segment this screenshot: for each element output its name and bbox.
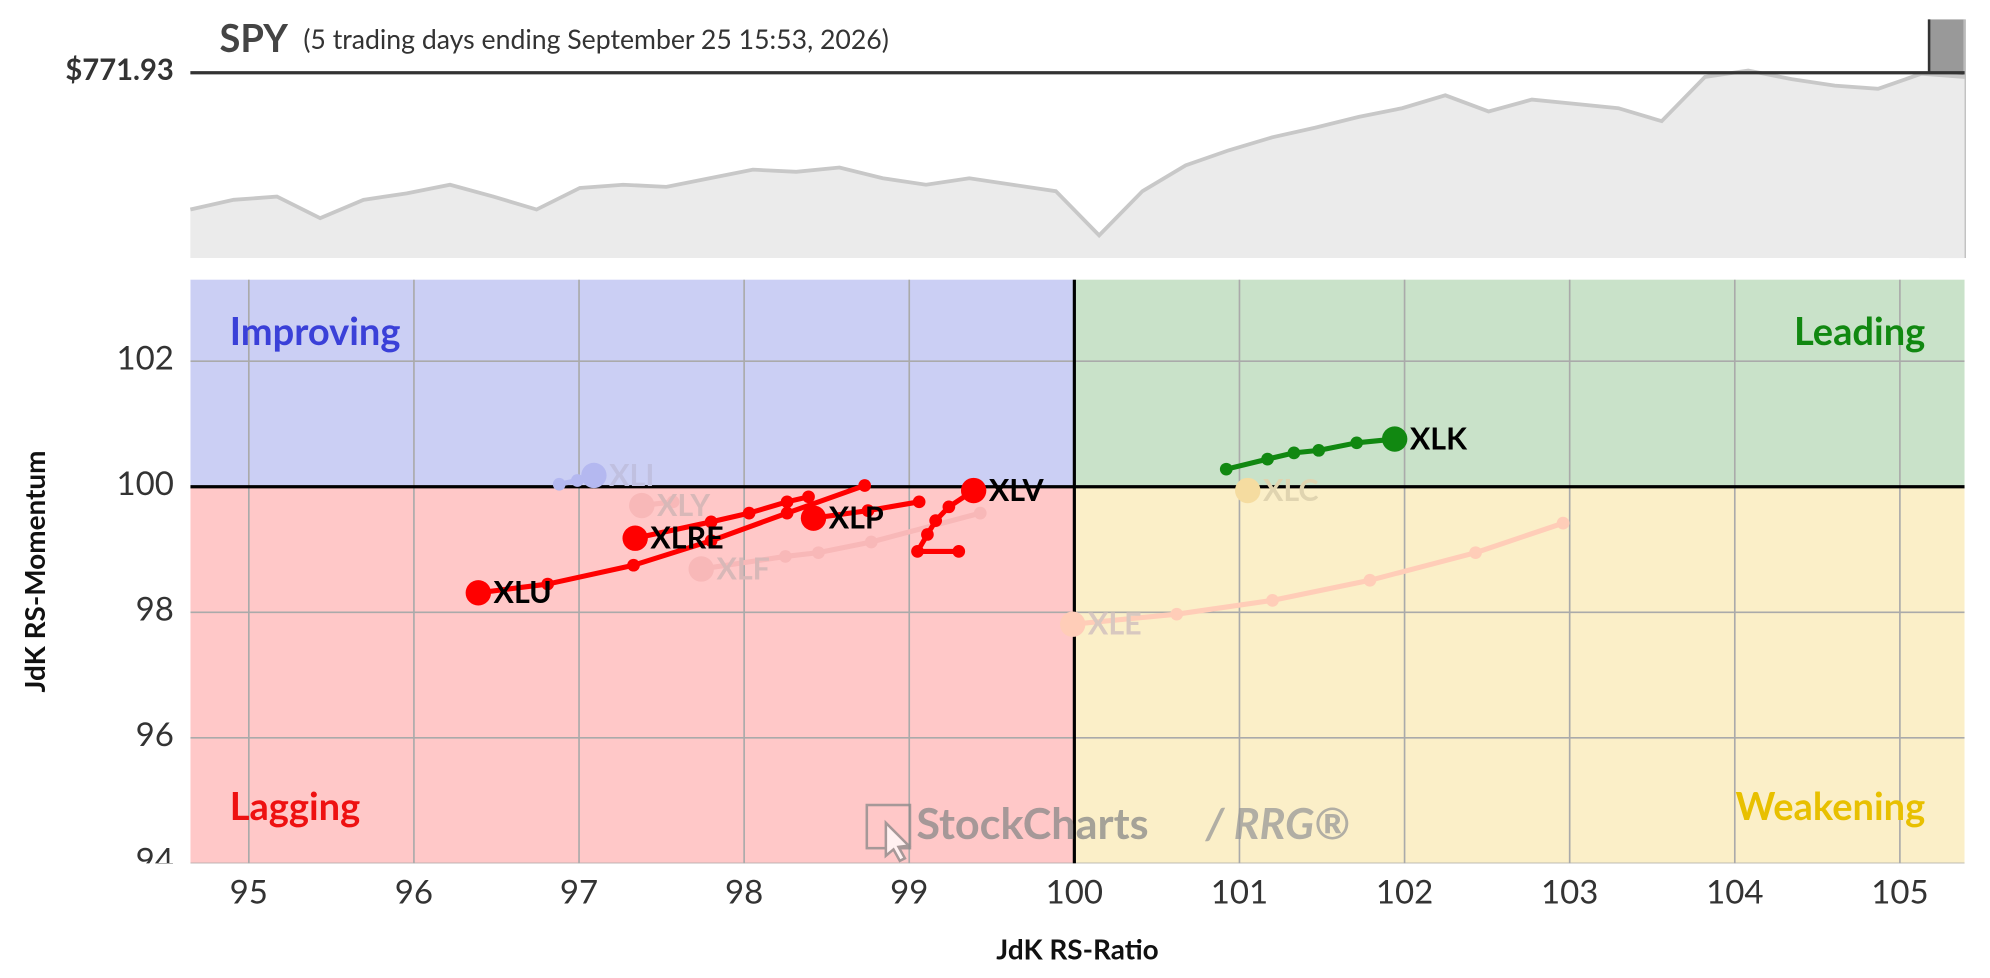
- tail-point: [571, 474, 584, 487]
- tail-point: [858, 479, 872, 492]
- head-point: [622, 525, 648, 551]
- quadrant: [190, 279, 1075, 487]
- tail-point: [864, 535, 878, 549]
- y-tick-label: 102: [116, 338, 173, 378]
- head-point: [1381, 426, 1408, 452]
- reference-label: $771.93: [65, 52, 174, 87]
- x-tick-label: 95: [230, 871, 268, 911]
- x-tick-label: 100: [1046, 871, 1103, 911]
- quadrant: [1074, 279, 1965, 487]
- head-point: [800, 505, 827, 531]
- x-tick-label: 103: [1541, 871, 1598, 911]
- y-tick-label: 94: [136, 840, 174, 880]
- tail-point: [929, 514, 943, 527]
- head-point: [465, 580, 492, 606]
- tail-point: [973, 506, 987, 520]
- y-axis-title: JdK RS-Momentum: [17, 450, 51, 692]
- series-label: XLC: [1263, 472, 1319, 508]
- spy-panel: $771.93: [65, 52, 1965, 259]
- tail-line: [1225, 436, 1395, 472]
- x-tick-label: 102: [1376, 871, 1433, 911]
- tail-point: [552, 477, 566, 491]
- series-label: XLP: [829, 499, 884, 535]
- watermark: StockCharts / RRG®: [865, 797, 1350, 863]
- tail-point: [911, 545, 924, 558]
- spy-title: SPY: [220, 15, 289, 61]
- head-point: [688, 556, 714, 582]
- tail-point: [912, 495, 926, 509]
- head-point: [1060, 611, 1086, 637]
- tail-point: [812, 546, 825, 560]
- tail-point: [627, 558, 640, 572]
- x-tick-label: 97: [560, 871, 598, 911]
- tail-point: [1312, 443, 1326, 457]
- rrg-panel: Improving Leading Lagging Weakening StockCha…: [17, 279, 1965, 965]
- x-tick-label: 99: [890, 871, 928, 911]
- head-point: [581, 462, 607, 489]
- tail-point: [704, 515, 718, 529]
- series-label: XLI: [609, 457, 654, 493]
- tail-point: [1287, 446, 1301, 460]
- tail-line: [1072, 520, 1564, 627]
- price-line: [189, 68, 1965, 239]
- tail-point: [861, 504, 875, 517]
- quadrant-label: Leading: [1794, 308, 1925, 354]
- spy-subtitle: (5 trading days ending September 25 15:5…: [303, 23, 889, 55]
- tail-point: [1363, 573, 1377, 587]
- quadrant-label: Weakening: [1736, 783, 1926, 829]
- series-label: XLK: [1410, 420, 1468, 456]
- tail-point: [541, 577, 555, 591]
- watermark-text: StockCharts: [916, 797, 1148, 849]
- x-tick-label: 104: [1706, 871, 1763, 911]
- series-label: XLRE: [650, 520, 723, 556]
- tail-point: [1170, 607, 1184, 621]
- tail-point: [1261, 452, 1274, 466]
- watermark-text: / RRG®: [1205, 797, 1350, 849]
- tail-point: [742, 506, 756, 520]
- y-tick-labels: 94 96 98 100 102: [116, 338, 174, 880]
- series-label: XLF: [716, 550, 769, 586]
- head-point: [629, 492, 655, 519]
- y-tick-label: 100: [116, 463, 173, 503]
- tail-point: [1266, 594, 1279, 607]
- quadrant-label: Lagging: [230, 783, 360, 829]
- tail-point: [704, 534, 718, 548]
- tail-point: [802, 490, 815, 504]
- series-label: XLY: [657, 487, 710, 523]
- tail-point: [921, 528, 934, 541]
- series-label: XLV: [989, 472, 1045, 508]
- x-tick-label: 96: [395, 871, 433, 911]
- series-label: XLU: [494, 574, 552, 610]
- x-axis-title: JdK RS-Ratio: [996, 931, 1158, 965]
- series-label: XLE: [1088, 606, 1142, 642]
- tail-point: [780, 495, 794, 509]
- quadrant: [1074, 486, 1965, 864]
- x-tick-label: 98: [725, 871, 763, 911]
- y-tick-label: 98: [136, 589, 174, 629]
- head-point: [1235, 477, 1261, 504]
- tail-point: [952, 545, 966, 558]
- tail-point: [666, 495, 680, 509]
- tail-point: [942, 500, 956, 514]
- tail-point: [1556, 516, 1570, 530]
- x-tick-label: 105: [1871, 871, 1928, 911]
- tail-point: [779, 550, 792, 563]
- y-tick-label: 96: [136, 714, 174, 754]
- plot-area: Improving Leading Lagging Weakening StockCha…: [190, 279, 1965, 864]
- tail-point: [1469, 546, 1482, 560]
- x-tick-label: 101: [1211, 871, 1268, 911]
- watermark-icon-cursor: [884, 819, 912, 863]
- tail-point: [1350, 436, 1364, 450]
- tail-point: [1219, 462, 1233, 476]
- quadrant-label: Improving: [230, 308, 401, 354]
- head-point: [960, 477, 987, 504]
- price-area-fill: [190, 70, 1965, 259]
- tail-point: [780, 506, 794, 520]
- tail-line: [477, 483, 866, 596]
